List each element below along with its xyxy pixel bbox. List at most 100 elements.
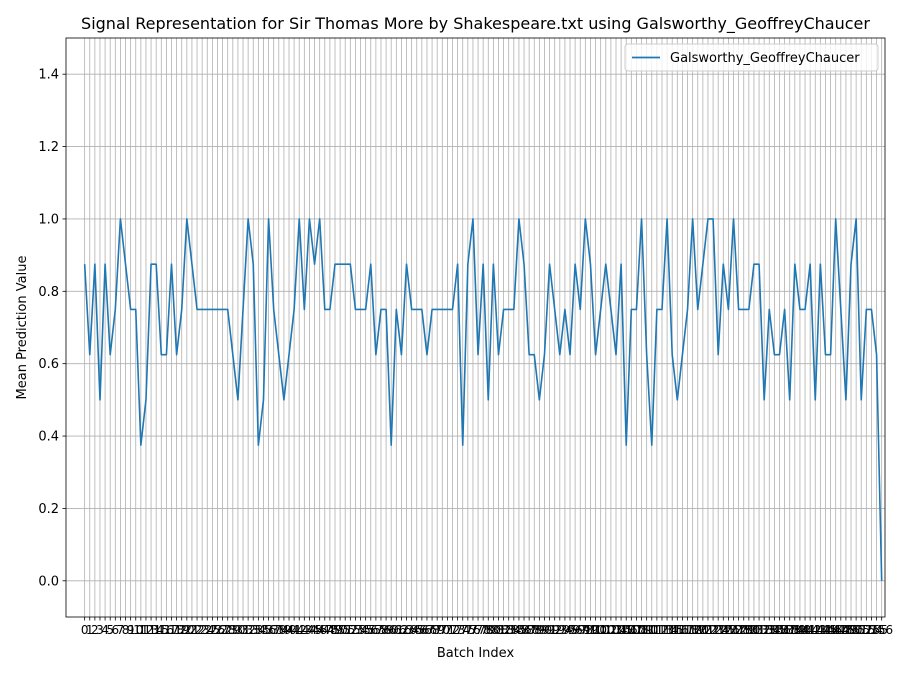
x-tick-label: 112 bbox=[645, 623, 668, 637]
x-tick-label: 47 bbox=[317, 623, 332, 637]
x-tick-label: 93 bbox=[552, 623, 567, 637]
x-tick-label: 85 bbox=[511, 623, 526, 637]
x-gridlines bbox=[84, 38, 883, 617]
x-axis-ticks: 0123456789101112131415161718192021222324… bbox=[81, 617, 893, 637]
x-tick-label: 77 bbox=[470, 623, 485, 637]
x-tick-label: 155 bbox=[865, 623, 888, 637]
series-layer bbox=[83, 218, 883, 581]
plot-frame bbox=[65, 37, 886, 618]
x-tick-label: 35 bbox=[256, 623, 271, 637]
x-tick-label: 69 bbox=[430, 623, 445, 637]
x-tick-label: 57 bbox=[368, 623, 383, 637]
x-tick-label: 156 bbox=[870, 623, 893, 637]
x-tick-label: 55 bbox=[358, 623, 373, 637]
x-tick-label: 147 bbox=[824, 623, 847, 637]
x-tick-label: 104 bbox=[605, 623, 628, 637]
x-tick-label: 135 bbox=[763, 623, 786, 637]
x-tick-label: 63 bbox=[399, 623, 414, 637]
series-line bbox=[83, 218, 883, 581]
x-tick-label: 122 bbox=[697, 623, 720, 637]
x-tick-label: 50 bbox=[332, 623, 347, 637]
x-tick-label: 62 bbox=[394, 623, 409, 637]
x-tick-label: 143 bbox=[804, 623, 827, 637]
y-tick-label: 0.6 bbox=[38, 357, 59, 372]
x-tick-label: 13 bbox=[143, 623, 158, 637]
x-tick-label: 94 bbox=[557, 623, 572, 637]
x-tick-label: 2 bbox=[91, 623, 99, 637]
x-tick-label: 51 bbox=[338, 623, 353, 637]
x-tick-label: 145 bbox=[814, 623, 837, 637]
x-tick-label: 60 bbox=[384, 623, 399, 637]
x-tick-label: 75 bbox=[460, 623, 475, 637]
x-tick-label: 97 bbox=[573, 623, 588, 637]
x-tick-label: 111 bbox=[640, 623, 663, 637]
x-tick-label: 18 bbox=[169, 623, 184, 637]
x-tick-label: 102 bbox=[594, 623, 617, 637]
x-tick-label: 8 bbox=[122, 623, 130, 637]
x-tick-label: 99 bbox=[583, 623, 598, 637]
x-tick-label: 39 bbox=[276, 623, 291, 637]
x-tick-label: 38 bbox=[271, 623, 286, 637]
x-tick-label: 121 bbox=[691, 623, 714, 637]
x-tick-label: 150 bbox=[840, 623, 863, 637]
x-tick-label: 26 bbox=[210, 623, 225, 637]
x-tick-label: 9 bbox=[127, 623, 135, 637]
x-tick-label: 74 bbox=[455, 623, 470, 637]
x-tick-label: 87 bbox=[522, 623, 537, 637]
y-tick-label: 1.4 bbox=[38, 68, 59, 83]
x-tick-label: 133 bbox=[753, 623, 776, 637]
y-tick-label: 1.0 bbox=[38, 212, 59, 227]
x-tick-label: 1 bbox=[86, 623, 94, 637]
x-axis-label: Batch Index bbox=[437, 646, 515, 661]
x-tick-label: 11 bbox=[133, 623, 148, 637]
x-tick-label: 78 bbox=[476, 623, 491, 637]
x-tick-label: 53 bbox=[348, 623, 363, 637]
x-tick-label: 86 bbox=[516, 623, 531, 637]
y-tick-label: 0.2 bbox=[38, 502, 59, 517]
x-tick-label: 119 bbox=[681, 623, 704, 637]
x-tick-label: 37 bbox=[266, 623, 281, 637]
x-tick-label: 136 bbox=[768, 623, 791, 637]
x-tick-label: 90 bbox=[537, 623, 552, 637]
x-tick-label: 124 bbox=[707, 623, 730, 637]
x-tick-label: 107 bbox=[620, 623, 643, 637]
y-tick-label: 0.0 bbox=[38, 574, 59, 589]
x-tick-label: 19 bbox=[174, 623, 189, 637]
x-tick-label: 32 bbox=[241, 623, 256, 637]
x-tick-label: 88 bbox=[527, 623, 542, 637]
x-tick-label: 83 bbox=[501, 623, 516, 637]
x-tick-label: 89 bbox=[532, 623, 547, 637]
x-tick-label: 46 bbox=[312, 623, 327, 637]
x-tick-label: 15 bbox=[154, 623, 169, 637]
x-tick-label: 103 bbox=[599, 623, 622, 637]
x-tick-label: 28 bbox=[220, 623, 235, 637]
x-tick-label: 130 bbox=[737, 623, 760, 637]
x-tick-label: 7 bbox=[117, 623, 125, 637]
x-tick-label: 91 bbox=[542, 623, 557, 637]
x-tick-label: 148 bbox=[829, 623, 852, 637]
x-tick-label: 76 bbox=[465, 623, 480, 637]
x-tick-label: 42 bbox=[292, 623, 307, 637]
x-tick-label: 5 bbox=[106, 623, 114, 637]
y-axis-label: Mean Prediction Value bbox=[15, 256, 30, 400]
legend-entry: Galsworthy_GeoffreyChaucer bbox=[670, 51, 860, 66]
x-tick-label: 110 bbox=[635, 623, 658, 637]
x-tick-label: 79 bbox=[481, 623, 496, 637]
x-tick-label: 153 bbox=[855, 623, 878, 637]
x-tick-label: 14 bbox=[149, 623, 164, 637]
x-tick-label: 117 bbox=[671, 623, 694, 637]
x-tick-label: 27 bbox=[215, 623, 230, 637]
x-tick-label: 65 bbox=[409, 623, 424, 637]
x-tick-label: 44 bbox=[302, 623, 317, 637]
x-tick-label: 3 bbox=[96, 623, 104, 637]
x-tick-label: 70 bbox=[435, 623, 450, 637]
x-tick-label: 59 bbox=[378, 623, 393, 637]
x-tick-label: 41 bbox=[286, 623, 301, 637]
x-tick-label: 125 bbox=[712, 623, 735, 637]
x-tick-label: 127 bbox=[722, 623, 745, 637]
x-tick-label: 113 bbox=[651, 623, 674, 637]
x-tick-label: 71 bbox=[440, 623, 455, 637]
x-tick-label: 21 bbox=[184, 623, 199, 637]
x-tick-label: 72 bbox=[445, 623, 460, 637]
x-tick-label: 54 bbox=[353, 623, 368, 637]
